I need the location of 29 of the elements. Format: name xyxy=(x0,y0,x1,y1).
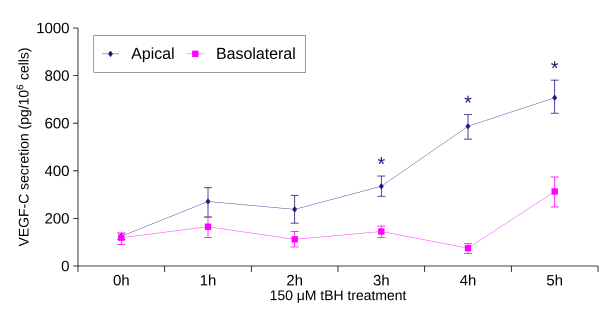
y-tick-label: 600 xyxy=(45,118,69,128)
x-tick-label: 5h xyxy=(546,274,562,286)
y-tick-label: 1000 xyxy=(37,22,69,34)
point xyxy=(292,206,298,213)
point xyxy=(378,183,384,190)
y-tick-label: 200 xyxy=(45,213,69,224)
point xyxy=(378,228,385,235)
x-tick-label: 4h xyxy=(460,274,476,286)
x-tick-label: 3h xyxy=(374,274,389,286)
point xyxy=(464,244,472,252)
y-tick-label: 400 xyxy=(44,166,69,176)
y-tick-label: 800 xyxy=(45,70,69,81)
x-tick-label: 1h xyxy=(200,274,216,286)
legend-label: Apical xyxy=(131,47,174,62)
point xyxy=(204,224,212,230)
point xyxy=(206,198,210,205)
point xyxy=(466,123,470,130)
annotation: * xyxy=(464,96,472,103)
y-tick-label: 0 xyxy=(62,260,69,272)
point xyxy=(552,94,558,101)
annotation: * xyxy=(551,61,558,68)
annotation: * xyxy=(378,157,385,164)
x-tick-label: 0h xyxy=(114,274,129,286)
legend-label: Basolateral xyxy=(217,47,295,60)
y-axis-title: VEGF-C secretion (pg/10$^{6}$ cells) xyxy=(16,48,32,246)
point xyxy=(551,188,558,195)
x-axis-title: 150 μM tBH treatment xyxy=(270,290,406,303)
x-tick-label: 2h xyxy=(287,274,302,286)
point xyxy=(291,236,298,243)
